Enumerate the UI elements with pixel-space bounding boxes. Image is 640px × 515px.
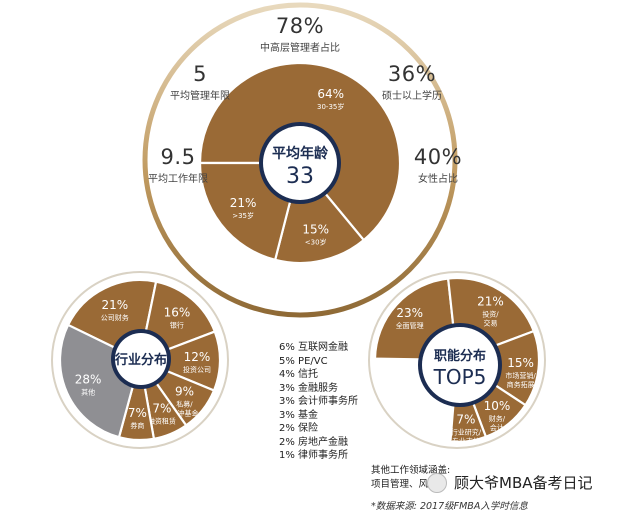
industry-slice [137, 330, 222, 392]
stat-work-years-label: 平均工作年限 [148, 174, 208, 185]
stat-female: 40% 女性占比 [388, 145, 488, 185]
stat-master-label: 硕士以上学历 [382, 91, 442, 102]
other-fields-title: 其他工作领域涵盖: [371, 465, 451, 476]
industry-slice-pct: 9% [175, 385, 194, 399]
industry-slice-label: 对冲基金 [171, 409, 199, 418]
list-item: 1% 律师事务所 [279, 450, 349, 461]
function-slice-label: 行业研究/ [451, 427, 482, 436]
stat-mgmt-years: 5 平均管理年限 [150, 62, 250, 102]
industry-title: 行业分布 [114, 352, 167, 368]
function-subtitle: TOP5 [433, 365, 487, 389]
industry-center [115, 333, 167, 385]
function-slice-label: 商务拓展 [507, 380, 535, 389]
stat-managers-label: 中高层管理者占比 [260, 43, 340, 54]
age-slice-label: >35岁 [232, 211, 254, 220]
function-outer-ring [368, 271, 546, 449]
function-slice-label: 全面管理 [396, 321, 424, 330]
age-value: 33 [286, 164, 314, 189]
stat-mgmt-years-label: 平均管理年限 [170, 91, 230, 102]
watermark: 顾大爷MBA备考日记 [452, 472, 595, 493]
function-center [422, 327, 498, 403]
function-slice-label: 财务/ [489, 414, 506, 423]
age-slice-pct: 15% [302, 222, 329, 236]
industry-slice-label: 银行 [170, 321, 184, 330]
industry-outer-ring [51, 271, 229, 449]
stat-master-value: 36% [387, 62, 437, 86]
list-item: 3% 金融服务 [279, 382, 339, 394]
list-item: 6% 互联网金融 [279, 342, 349, 353]
stat-managers-value: 78% [275, 14, 325, 38]
list-item: 3% 会计师事务所 [279, 396, 359, 407]
industry-slice-pct: 7% [128, 406, 147, 420]
stat-work-years-value: 9.5 [160, 145, 196, 169]
function-slice-label: 交易 [484, 319, 498, 328]
list-item: 2% 保险 [279, 423, 319, 434]
age-slice-label: 30-35岁 [317, 102, 344, 111]
stat-female-value: 40% [413, 145, 463, 169]
other-industry-list: 6% 互联网金融 5% PE/VC 4% 信托 3% 金融服务 3% 会计师事务… [279, 341, 358, 463]
function-slice-pct: 15% [507, 356, 534, 370]
list-item: 3% 基金 [279, 409, 319, 421]
stat-master: 36% 硕士以上学历 [362, 62, 462, 102]
age-title: 平均年龄 [272, 145, 329, 162]
wechat-logo [427, 473, 447, 493]
function-slice-pct: 10% [484, 399, 511, 413]
industry-slice-pct: 12% [184, 350, 211, 364]
function-slice-label: 市场营销/ [505, 371, 536, 380]
industry-slice-label: 投资公司 [183, 365, 211, 374]
age-slice-label: <30岁 [305, 237, 327, 246]
stat-female-label: 女性占比 [418, 174, 458, 185]
industry-slice-label: 其他 [81, 388, 95, 397]
list-item: 5% PE/VC [279, 355, 328, 367]
industry-slice-pct: 28% [75, 373, 102, 387]
stat-managers: 78% 中高层管理者占比 [240, 14, 360, 54]
list-item: 4% 信托 [279, 369, 319, 380]
function-slice-pct: 7% [456, 412, 475, 426]
function-slice-pct: 21% [477, 295, 504, 309]
other-fields-text: 项目管理、风险管 [371, 479, 448, 490]
industry-slice-label: 融资租赁 [148, 417, 176, 426]
function-slice-label: 专业支持 [452, 436, 480, 445]
industry-slice-label: 券商 [130, 421, 144, 430]
function-slice-label: 会计 [490, 423, 504, 432]
industry-slice-pct: 16% [164, 306, 191, 320]
age-center [263, 126, 337, 200]
age-slice-pct: 64% [317, 87, 344, 101]
function-title: 职能分布 [434, 348, 486, 364]
function-slice-label: 投资/ [482, 310, 499, 319]
function-slice-pct: 23% [396, 306, 423, 320]
industry-slice-pct: 21% [101, 298, 128, 312]
industry-slice-label: 公司财务 [101, 313, 129, 322]
industry-slice-pct: 7% [152, 402, 171, 416]
top-outer-ring [142, 2, 458, 318]
stat-work-years: 9.5 平均工作年限 [128, 145, 228, 185]
age-slice-pct: 21% [230, 196, 257, 210]
industry-slice-label: 私募/ [176, 400, 193, 409]
data-source: *数据来源: 2017级FMBA入学时信息 [371, 501, 528, 512]
stat-mgmt-years-value: 5 [193, 62, 207, 86]
list-item: 2% 房地产金融 [279, 436, 349, 448]
